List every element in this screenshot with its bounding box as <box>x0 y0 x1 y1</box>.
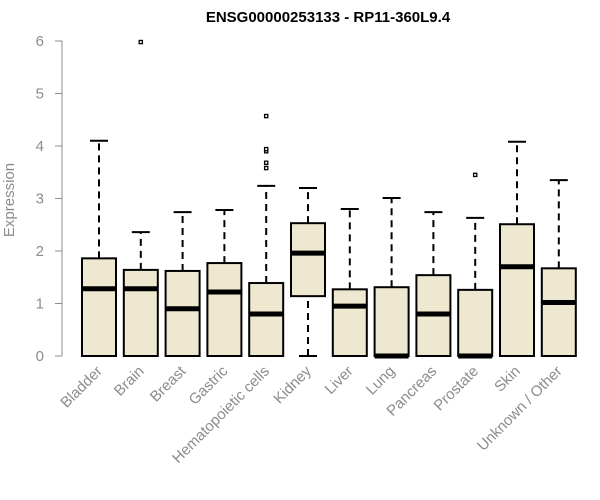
box-unknown-other <box>540 179 577 358</box>
box-bladder <box>81 139 117 358</box>
box-body <box>331 288 368 358</box>
x-tick-label: Skin <box>491 363 524 396</box>
box-kidney <box>290 187 326 357</box>
chart-title: ENSG00000253133 - RP11-360L9.4 <box>206 9 451 26</box>
box-body <box>122 268 159 357</box>
box-body <box>290 222 326 298</box>
box-body <box>164 269 201 358</box>
y-tick-label: 2 <box>36 243 44 260</box>
box-pancreas <box>415 211 452 357</box>
outlier-point <box>263 160 269 166</box>
box-brain <box>122 39 159 357</box>
x-tick-label: Lung <box>363 363 399 399</box>
outlier-point <box>263 113 269 119</box>
box-body <box>499 223 535 357</box>
outlier-point <box>138 39 144 45</box>
x-tick-label: Kidney <box>270 362 315 407</box>
outlier-point <box>472 172 478 178</box>
y-tick-label: 0 <box>36 348 44 365</box>
x-tick-label: Bladder <box>57 363 106 412</box>
box-gastric <box>206 209 243 358</box>
x-tick-label: Prostate <box>430 363 482 415</box>
outlier-point <box>263 165 269 171</box>
box-hematopoietic-cells <box>248 113 285 357</box>
box-lung <box>373 196 410 359</box>
y-tick-label: 5 <box>36 86 44 103</box>
box-liver <box>331 208 368 358</box>
plot-area <box>81 39 577 359</box>
y-tick-label: 1 <box>36 296 44 313</box>
box-breast <box>164 211 201 358</box>
box-skin <box>499 140 535 357</box>
box-body <box>540 267 577 358</box>
x-tick-label: Brain <box>111 363 148 400</box>
y-axis: 0 1 2 3 4 5 6 <box>36 33 63 365</box>
box-body <box>81 257 117 358</box>
y-axis-label: Expression <box>1 163 18 237</box>
y-tick-label: 6 <box>36 33 44 50</box>
box-prostate <box>457 172 494 359</box>
x-tick-label: Breast <box>147 362 190 405</box>
box-body <box>373 286 410 358</box>
y-tick-label: 4 <box>36 138 44 155</box>
x-tick-label: Liver <box>322 363 357 398</box>
box-body <box>248 282 285 357</box>
box-body <box>206 262 243 358</box>
y-tick-label: 3 <box>36 191 44 208</box>
box-body <box>457 288 494 358</box>
outlier-point <box>263 146 269 152</box>
